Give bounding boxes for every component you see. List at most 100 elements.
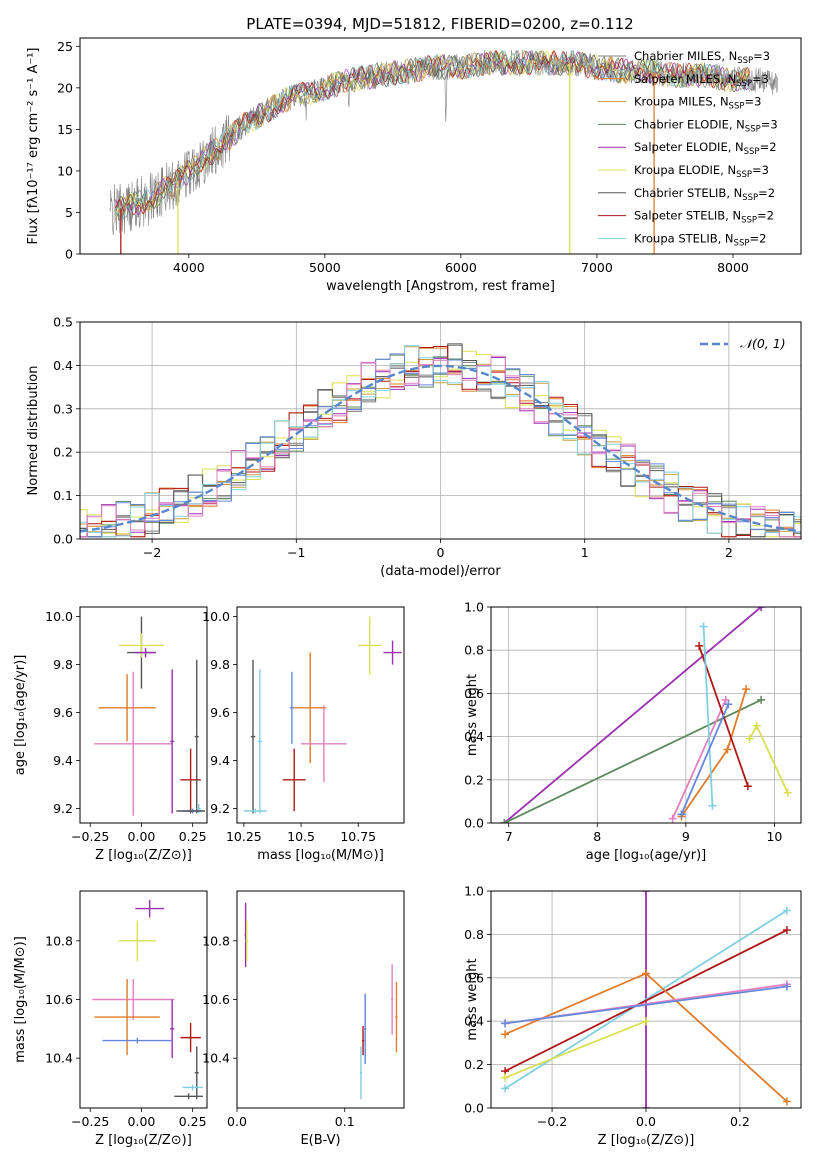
x-tick-label: 0.00 [128, 1114, 156, 1129]
y-tick-label: 10.8 [45, 933, 73, 948]
y-tick-label: 0.1 [53, 488, 73, 503]
y-tick-label: 20 [57, 80, 73, 95]
mass-vs-extinction-panel: 0.0 0.1 10.4 10.6 10.8 E(B-V) [202, 890, 405, 1148]
x-tick-label: 0.0 [636, 1114, 656, 1129]
y-tick-label: 10.6 [202, 992, 230, 1007]
x-axis-label: Z [log₁₀(Z/Z⊙)] [95, 1133, 192, 1148]
x-tick-label: 6000 [445, 260, 477, 275]
errorbar-point [196, 803, 201, 814]
plus-marker [699, 622, 708, 631]
y-tick-label: 0.4 [464, 1014, 484, 1029]
plus-marker [752, 721, 761, 730]
legend-entry: Salpeter ELODIE, NSSP=2 [634, 140, 777, 157]
y-tick-label: 0 [65, 247, 73, 262]
x-tick-label: 10.25 [226, 829, 262, 844]
errorbar-point [245, 920, 248, 962]
x-tick-label: 10.75 [340, 829, 376, 844]
errorbar-point [391, 964, 394, 1035]
axes-frame [79, 37, 802, 255]
y-tick-label: 0.3 [53, 401, 73, 416]
plot-area [501, 891, 791, 1108]
plus-marker [708, 801, 717, 810]
y-tick-label: 0.4 [464, 729, 484, 744]
plus-marker [757, 607, 766, 611]
errorbar-point [94, 671, 173, 816]
errorbar-point [135, 647, 156, 658]
histogram-step [80, 355, 801, 538]
mass-weight-vs-metallicity-panel: −0.2 0.0 0.2 0.0 0.2 0.4 0.6 0.8 1.0 Z [log₁₀(Z/Z… [464, 884, 802, 1148]
y-tick-label: 0.8 [464, 643, 484, 658]
y-tick-label: 1.0 [464, 600, 484, 615]
spectrum-panel: 4000 5000 6000 7000 8000 0 5 10 15 20 25 wavelength… [26, 37, 802, 294]
plus-marker [745, 734, 754, 743]
errorbar-point [118, 920, 156, 962]
x-axis-label: (data-model)/error [380, 564, 501, 579]
plus-marker [501, 1073, 510, 1082]
y-tick-label: 0.6 [464, 686, 484, 701]
histogram-step [80, 343, 801, 538]
x-tick-label: 10 [766, 829, 782, 844]
plus-marker [723, 745, 732, 754]
legend-entry: Chabrier STELIB, NSSP=2 [634, 186, 775, 203]
plus-marker [642, 1104, 650, 1108]
plus-marker [642, 891, 650, 895]
y-tick-label: 0.0 [464, 816, 484, 831]
axes-frame [236, 606, 405, 824]
x-tick-label: 0.1 [335, 1114, 355, 1129]
spectrum-legend: Chabrier MILES, NSSP=3 Salpeter MILES, NS… [598, 49, 778, 248]
x-tick-label: 8000 [717, 260, 749, 275]
plot-area [244, 902, 398, 1100]
x-axis-label: Z [log₁₀(Z/Z⊙)] [95, 848, 192, 863]
x-tick-label: 7 [505, 829, 513, 844]
x-tick-label: 0.0 [227, 1114, 247, 1129]
plot-area [94, 616, 205, 816]
plus-marker [642, 969, 650, 978]
errorbar-point [294, 652, 327, 763]
x-tick-label: 7000 [581, 260, 613, 275]
mass-weight-line [504, 985, 788, 1025]
y-axis-label: Flux [fλ10⁻¹⁷ erg cm⁻² s⁻¹ A⁻¹] [26, 48, 41, 245]
errorbar-point [301, 705, 347, 783]
age-vs-metallicity-panel: −0.25 0.00 0.25 9.2 9.4 9.6 9.8 10.0 Z [log₁₀(Z/… [13, 606, 208, 863]
plus-marker [782, 906, 791, 915]
plus-marker [782, 926, 791, 935]
legend-entry: Kroupa STELIB, NSSP=2 [634, 231, 766, 248]
plus-marker [721, 695, 730, 704]
x-axis-label: E(B-V) [300, 1133, 340, 1148]
model-spectrum-line [115, 50, 751, 213]
plot-area [243, 616, 402, 814]
y-tick-label: 9.6 [53, 705, 73, 720]
histogram-step [80, 346, 801, 538]
x-tick-label: 4000 [173, 260, 205, 275]
model-spectrum-line [115, 50, 751, 212]
plus-marker [782, 1097, 791, 1106]
y-tick-label: 9.4 [210, 753, 230, 768]
plot-area [80, 343, 801, 538]
plot-area [92, 899, 203, 1100]
plus-marker [695, 641, 704, 650]
plus-marker [501, 1030, 510, 1039]
y-tick-label: 0.0 [464, 1101, 484, 1116]
y-tick-label: 15 [57, 122, 73, 137]
plus-marker [782, 982, 791, 991]
x-axis-label: wavelength [Angstrom, rest frame] [326, 279, 555, 294]
y-tick-label: 0.5 [53, 315, 73, 330]
errorbar-point [282, 748, 306, 811]
histogram-step [80, 345, 801, 538]
errorbar-point [361, 1025, 365, 1056]
mass-weight-line [702, 626, 714, 806]
x-tick-label: 5000 [309, 260, 341, 275]
legend-entry: Chabrier MILES, NSSP=3 [634, 49, 770, 66]
age-vs-mass-panel: 10.25 10.5 10.75 9.2 9.4 9.6 9.8 10.0 mass [log₁… [202, 606, 405, 863]
mass-weight-line [503, 699, 762, 823]
x-tick-label: 0.00 [128, 829, 156, 844]
errorbar-point [395, 981, 398, 1053]
main-title: PLATE=0394, MJD=51812, FIBERID=0200, z=0… [246, 15, 633, 33]
errorbar-point [174, 1093, 203, 1100]
y-tick-label: 9.6 [210, 705, 230, 720]
errorbar-point [170, 999, 175, 1059]
y-tick-label: 1.0 [464, 884, 484, 899]
y-axis-label: mass weight [465, 958, 480, 1040]
mass-weight-line [671, 699, 727, 820]
